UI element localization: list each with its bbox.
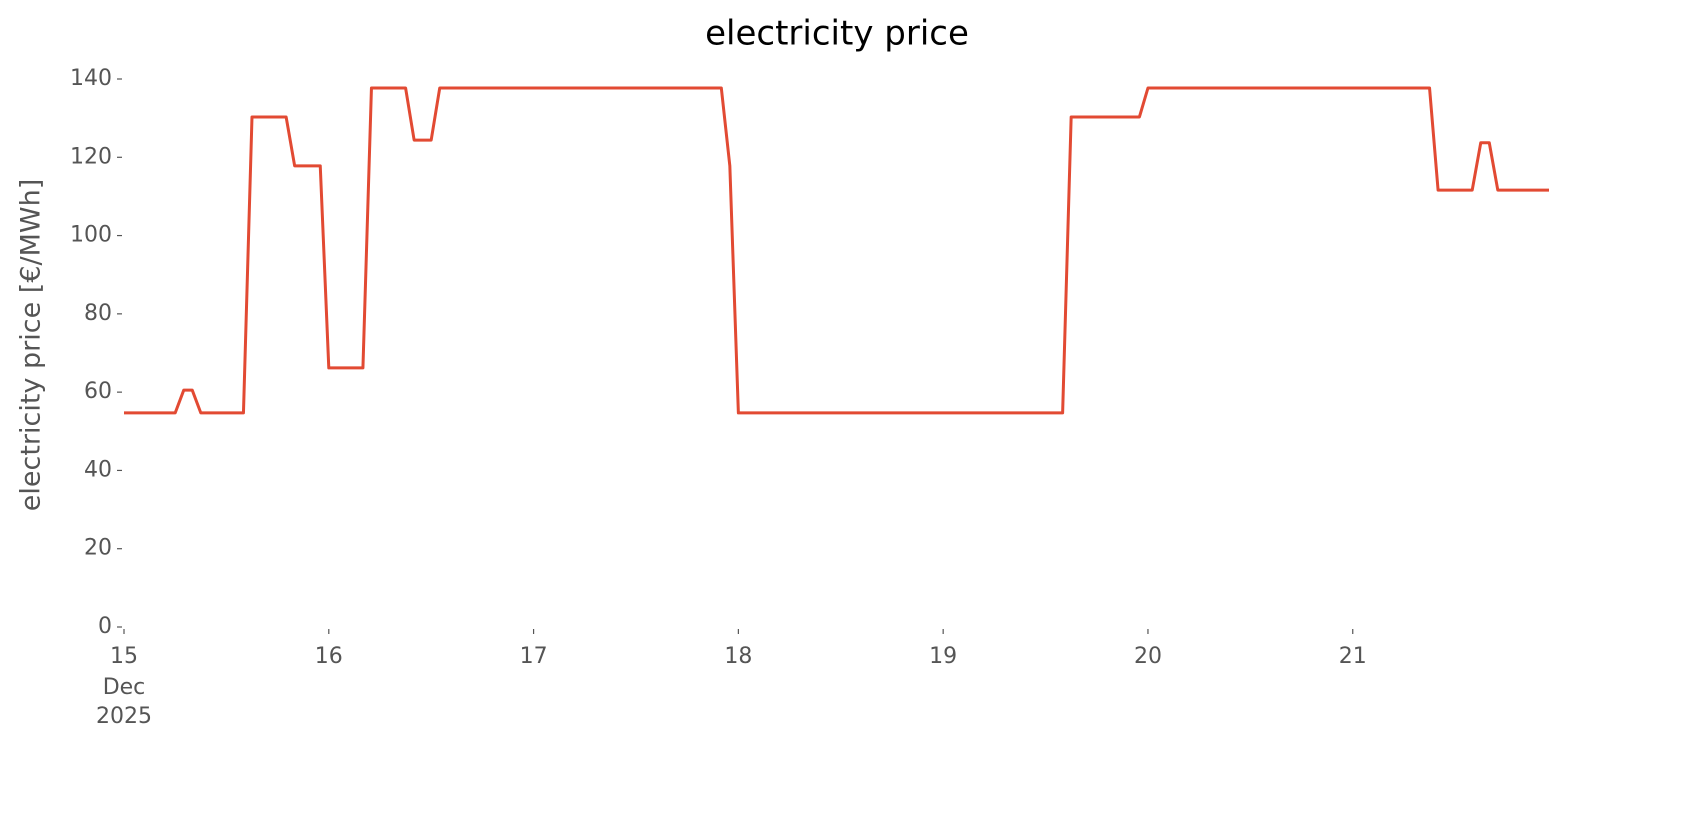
y-axis-label: electricity price [€/MWh] [16,179,47,511]
y-tick-label: 20 [84,536,112,561]
x-tick-label: 17 [520,644,548,669]
y-tick-label: 120 [70,144,112,169]
x-tick-label: 15 [110,644,138,669]
y-tick-label: 0 [98,614,112,639]
y-tick-label: 60 [84,379,112,404]
y-tick-label: 100 [70,223,112,248]
x-tick-sublabel: 2025 [96,704,152,729]
y-tick-label: 140 [70,66,112,91]
x-tick-label: 21 [1339,644,1367,669]
x-tick-label: 19 [929,644,957,669]
x-tick-sublabel: Dec [103,675,146,700]
x-tick-label: 16 [315,644,343,669]
y-tick-label: 40 [84,457,112,482]
x-tick-label: 20 [1134,644,1162,669]
price-line [124,86,1549,415]
x-tick-label: 18 [724,644,752,669]
y-tick-label: 80 [84,301,112,326]
chart-title: electricity price [705,14,969,54]
